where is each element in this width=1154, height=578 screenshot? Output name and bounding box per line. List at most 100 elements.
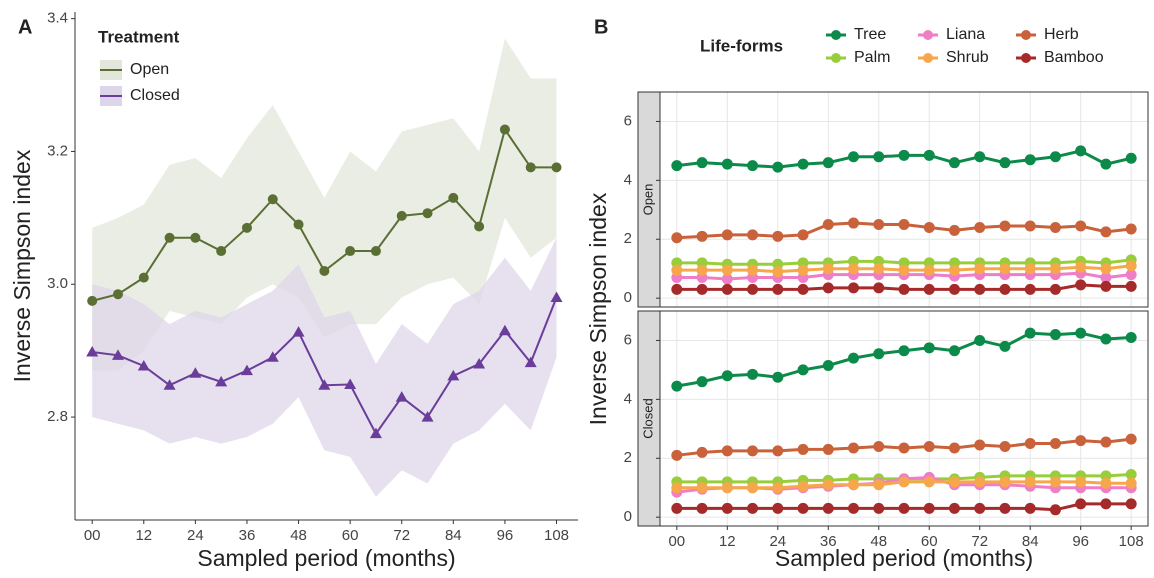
marker [671,449,683,461]
y-tick-label: 0 [624,508,632,525]
x-tick-label: 36 [239,527,256,544]
x-tick-label: 36 [820,533,837,550]
marker [671,283,683,295]
marker [498,324,511,336]
marker [525,162,536,173]
marker [848,442,860,454]
x-tick-label: 108 [544,527,569,544]
marker [974,334,986,346]
marker [1049,329,1061,341]
marker [1125,260,1137,272]
marker [1024,476,1036,488]
marker [369,427,382,439]
marker [1125,269,1137,281]
marker [1075,261,1087,273]
marker [1075,435,1087,447]
x-tick-label: 108 [1119,533,1144,550]
marker [772,371,784,383]
marker [974,476,986,488]
marker [1125,332,1137,344]
marker [1075,498,1087,510]
y-axis-title: Inverse Simpson index [9,149,35,382]
marker [999,220,1011,232]
marker [240,364,253,376]
marker [797,502,809,514]
marker [772,445,784,457]
plot-border [659,91,1149,308]
marker [797,158,809,170]
marker [923,342,935,354]
marker [447,369,460,381]
legend-label: Herb [1044,26,1079,43]
marker [1024,327,1036,339]
y-tick-label: 3.2 [47,142,68,159]
x-tick-label: 72 [971,533,988,550]
marker [395,391,408,402]
marker [1125,468,1137,480]
x-tick-label: 60 [342,527,359,544]
marker [293,219,304,230]
marker [848,151,860,163]
marker [822,443,834,455]
marker [87,295,98,306]
marker [721,502,733,514]
legend-key-marker [831,53,841,63]
marker [772,266,784,278]
legend-label: Liana [946,26,985,43]
marker [898,442,910,454]
marker [1049,221,1061,233]
marker [1024,502,1036,514]
marker [345,246,356,257]
x-tick-label: 12 [135,527,152,544]
marker [524,356,537,368]
marker [999,157,1011,169]
facet-label: Open [640,184,655,216]
marker [873,348,885,360]
marker [1100,498,1112,510]
marker [671,380,683,392]
marker [721,158,733,170]
marker [898,345,910,357]
marker [696,157,708,169]
marker [1075,145,1087,157]
legend-label: Palm [854,49,890,66]
marker [696,502,708,514]
marker [344,378,357,390]
x-tick-label: 48 [870,533,887,550]
marker [1125,498,1137,510]
marker [1049,438,1061,450]
x-tick-label: 48 [290,527,307,544]
x-tick-label: 96 [1072,533,1089,550]
marker [848,282,860,294]
marker [215,375,228,387]
marker [848,352,860,364]
marker [1125,152,1137,164]
marker [550,291,563,303]
marker [999,340,1011,352]
y-tick-label: 2 [624,449,632,466]
marker [772,230,784,242]
legend-key-marker [923,53,933,63]
marker [999,440,1011,452]
marker [164,232,175,243]
panel-label: B [594,16,608,38]
marker [499,124,510,135]
marker [1100,158,1112,170]
marker [671,264,683,276]
marker [848,217,860,229]
marker [721,445,733,457]
marker [974,263,986,275]
marker [721,273,733,285]
confidence-band [92,38,557,371]
marker [1125,477,1137,489]
marker [848,479,860,491]
marker [721,370,733,382]
y-tick-label: 3.4 [47,10,68,27]
marker [671,232,683,244]
marker [898,219,910,231]
marker [822,502,834,514]
marker [111,349,124,360]
marker [822,479,834,491]
marker [319,265,330,276]
